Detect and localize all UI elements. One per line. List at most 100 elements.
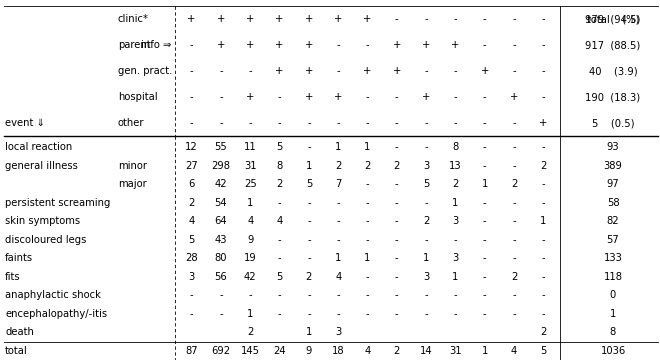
Text: -: - — [190, 92, 193, 102]
Text: 4: 4 — [364, 346, 371, 356]
Text: -: - — [278, 198, 281, 208]
Text: -: - — [424, 235, 428, 245]
Text: 31: 31 — [449, 346, 462, 356]
Text: +: + — [246, 40, 255, 50]
Text: 9: 9 — [247, 235, 253, 245]
Text: -: - — [512, 161, 516, 171]
Text: -: - — [395, 290, 399, 300]
Text: +: + — [393, 66, 401, 76]
Text: faints: faints — [5, 253, 33, 263]
Text: -: - — [278, 235, 281, 245]
Text: -: - — [453, 118, 457, 128]
Text: -: - — [366, 118, 370, 128]
Text: 1: 1 — [452, 198, 459, 208]
Text: 2: 2 — [540, 161, 546, 171]
Text: -: - — [542, 309, 545, 319]
Text: 3: 3 — [452, 216, 459, 226]
Text: -: - — [542, 142, 545, 152]
Text: -: - — [337, 198, 340, 208]
Text: -: - — [424, 14, 428, 24]
Text: -: - — [366, 216, 370, 226]
Text: +: + — [275, 66, 284, 76]
Text: -: - — [337, 66, 340, 76]
Text: -: - — [395, 14, 399, 24]
Text: -: - — [512, 118, 516, 128]
Text: 54: 54 — [214, 198, 227, 208]
Text: 6: 6 — [189, 179, 195, 189]
Text: total    (%): total (%) — [587, 14, 639, 24]
Text: 0: 0 — [610, 290, 616, 300]
Text: 3: 3 — [452, 253, 459, 263]
Text: 24: 24 — [273, 346, 286, 356]
Text: 118: 118 — [603, 272, 622, 282]
Text: 4: 4 — [247, 216, 253, 226]
Text: 42: 42 — [244, 272, 257, 282]
Text: 1: 1 — [364, 142, 371, 152]
Text: 2: 2 — [247, 327, 253, 337]
Text: -: - — [278, 253, 281, 263]
Text: 58: 58 — [607, 198, 619, 208]
Text: 43: 43 — [214, 235, 227, 245]
Text: hospital: hospital — [118, 92, 158, 102]
Text: info ⇒: info ⇒ — [141, 40, 171, 50]
Text: +: + — [187, 14, 196, 24]
Text: 1: 1 — [335, 253, 341, 263]
Text: -: - — [424, 198, 428, 208]
Text: -: - — [395, 92, 399, 102]
Text: -: - — [542, 235, 545, 245]
Text: +: + — [422, 40, 430, 50]
Text: 145: 145 — [241, 346, 260, 356]
Text: gen. pract.: gen. pract. — [118, 66, 172, 76]
Text: -: - — [542, 92, 545, 102]
Text: 1: 1 — [482, 179, 488, 189]
Text: -: - — [395, 216, 399, 226]
Text: 2: 2 — [511, 179, 517, 189]
Text: 692: 692 — [211, 346, 230, 356]
Text: -: - — [190, 118, 193, 128]
Text: -: - — [278, 290, 281, 300]
Text: -: - — [395, 253, 399, 263]
Text: -: - — [542, 272, 545, 282]
Text: fits: fits — [5, 272, 20, 282]
Text: -: - — [483, 40, 486, 50]
Text: -: - — [278, 309, 281, 319]
Text: +: + — [246, 92, 255, 102]
Text: +: + — [305, 14, 313, 24]
Text: -: - — [337, 309, 340, 319]
Text: 1: 1 — [247, 309, 253, 319]
Text: 27: 27 — [185, 161, 198, 171]
Text: 2: 2 — [277, 179, 282, 189]
Text: 13: 13 — [449, 161, 462, 171]
Text: major: major — [118, 179, 147, 189]
Text: 97: 97 — [607, 179, 619, 189]
Text: -: - — [248, 66, 252, 76]
Text: persistent screaming: persistent screaming — [5, 198, 110, 208]
Text: -: - — [453, 235, 457, 245]
Text: -: - — [483, 161, 486, 171]
Text: -: - — [190, 309, 193, 319]
Text: -: - — [366, 40, 370, 50]
Text: 28: 28 — [185, 253, 198, 263]
Text: 18: 18 — [332, 346, 345, 356]
Text: 25: 25 — [244, 179, 257, 189]
Text: 64: 64 — [214, 216, 227, 226]
Text: -: - — [219, 309, 223, 319]
Text: -: - — [307, 118, 311, 128]
Text: total: total — [5, 346, 28, 356]
Text: 2: 2 — [335, 161, 341, 171]
Text: 4: 4 — [277, 216, 282, 226]
Text: -: - — [453, 66, 457, 76]
Text: +: + — [246, 14, 255, 24]
Text: 4: 4 — [189, 216, 195, 226]
Text: -: - — [248, 118, 252, 128]
Text: clinic*: clinic* — [118, 14, 149, 24]
Text: -: - — [483, 198, 486, 208]
Text: -: - — [395, 235, 399, 245]
Text: 1036: 1036 — [601, 346, 626, 356]
Text: -: - — [483, 253, 486, 263]
Text: -: - — [483, 118, 486, 128]
Text: 8: 8 — [452, 142, 459, 152]
Text: -: - — [483, 290, 486, 300]
Text: +: + — [305, 40, 313, 50]
Text: +: + — [393, 40, 401, 50]
